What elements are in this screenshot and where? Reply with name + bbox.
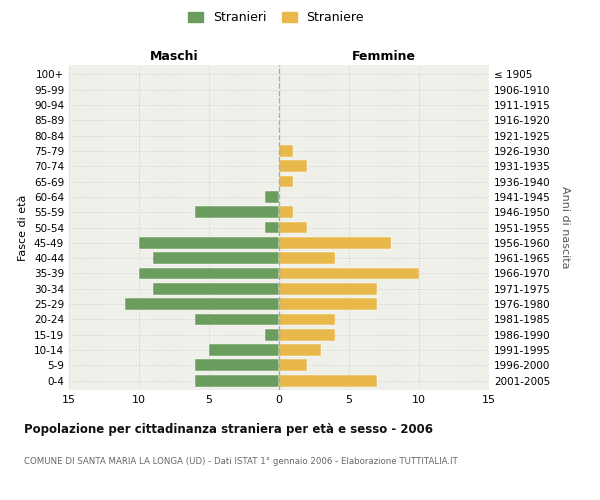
Bar <box>209 344 279 356</box>
Bar <box>139 268 279 280</box>
Bar <box>195 206 279 218</box>
Bar <box>195 375 279 387</box>
Bar <box>279 268 419 280</box>
Bar <box>279 252 335 264</box>
Bar <box>279 314 335 326</box>
Bar <box>153 283 279 295</box>
Bar <box>139 237 279 249</box>
Bar <box>195 314 279 326</box>
Bar <box>195 360 279 372</box>
Bar <box>265 329 279 341</box>
Bar <box>279 375 377 387</box>
Bar <box>279 206 293 218</box>
Bar <box>279 237 391 249</box>
Text: COMUNE DI SANTA MARIA LA LONGA (UD) - Dati ISTAT 1° gennaio 2006 - Elaborazione : COMUNE DI SANTA MARIA LA LONGA (UD) - Da… <box>24 458 458 466</box>
Bar <box>125 298 279 310</box>
Bar <box>279 160 307 172</box>
Bar <box>279 360 307 372</box>
Bar <box>279 329 335 341</box>
Legend: Stranieri, Straniere: Stranieri, Straniere <box>183 6 369 29</box>
Bar <box>265 222 279 234</box>
Bar <box>279 145 293 157</box>
Bar <box>265 191 279 203</box>
Y-axis label: Anni di nascita: Anni di nascita <box>560 186 570 269</box>
Bar <box>279 222 307 234</box>
Text: Maschi: Maschi <box>149 50 199 64</box>
Text: Femmine: Femmine <box>352 50 416 64</box>
Bar <box>279 344 321 356</box>
Bar <box>279 298 377 310</box>
Bar <box>153 252 279 264</box>
Y-axis label: Fasce di età: Fasce di età <box>19 194 28 260</box>
Text: Popolazione per cittadinanza straniera per età e sesso - 2006: Popolazione per cittadinanza straniera p… <box>24 422 433 436</box>
Bar <box>279 283 377 295</box>
Bar <box>279 176 293 188</box>
